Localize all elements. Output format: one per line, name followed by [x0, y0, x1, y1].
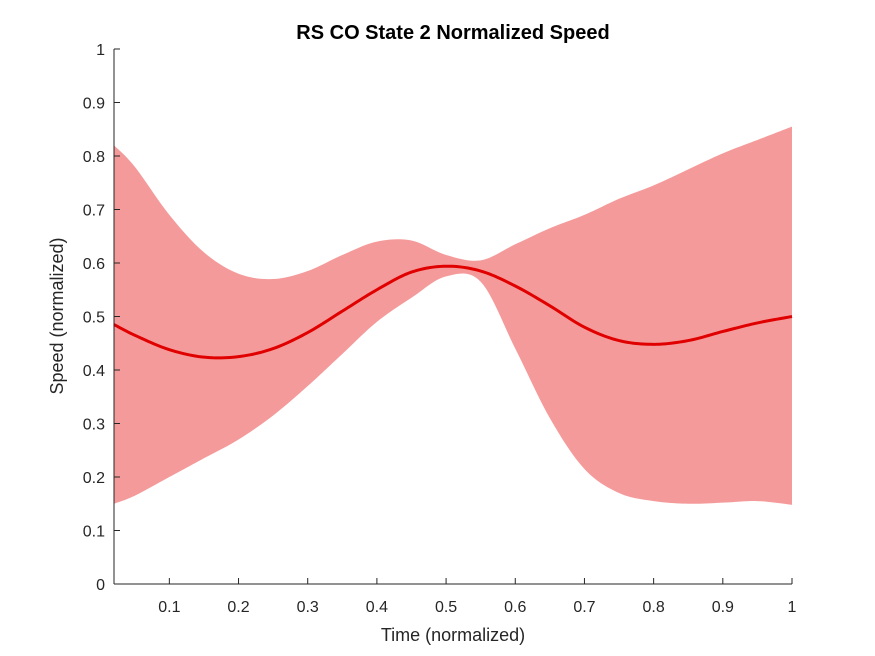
y-tick-label: 0.3 — [83, 417, 105, 434]
x-tick-label: 0.1 — [158, 599, 180, 616]
x-tick-label: 0.3 — [297, 599, 319, 616]
confidence-band — [114, 126, 792, 505]
y-tick-label: 0.6 — [83, 256, 105, 273]
x-tick-label: 0.8 — [643, 599, 665, 616]
y-tick-label: 1 — [96, 42, 105, 59]
y-tick-label: 0.4 — [83, 363, 105, 380]
y-tick-label: 0.5 — [83, 310, 105, 327]
x-tick-label: 0.2 — [227, 599, 249, 616]
y-axis-label: Speed (normalized) — [47, 237, 67, 394]
y-tick-label: 0.8 — [83, 149, 105, 166]
x-tick-label: 0.4 — [366, 599, 388, 616]
y-tick-label: 0 — [96, 577, 105, 594]
x-tick-label: 0.5 — [435, 599, 457, 616]
y-tick-label: 0.1 — [83, 524, 105, 541]
y-tick-label: 0.2 — [83, 470, 105, 487]
x-tick-label: 1 — [788, 599, 797, 616]
x-tick-label: 0.9 — [712, 599, 734, 616]
mean-speed-line — [113, 264, 793, 360]
y-tick-label: 0.9 — [83, 96, 105, 113]
chart-title: RS CO State 2 Normalized Speed — [296, 22, 609, 44]
x-axis-label: Time (normalized) — [381, 625, 525, 645]
x-tick-label: 0.6 — [504, 599, 526, 616]
x-tick-label: 0.7 — [573, 599, 595, 616]
y-tick-label: 0.7 — [83, 203, 105, 220]
